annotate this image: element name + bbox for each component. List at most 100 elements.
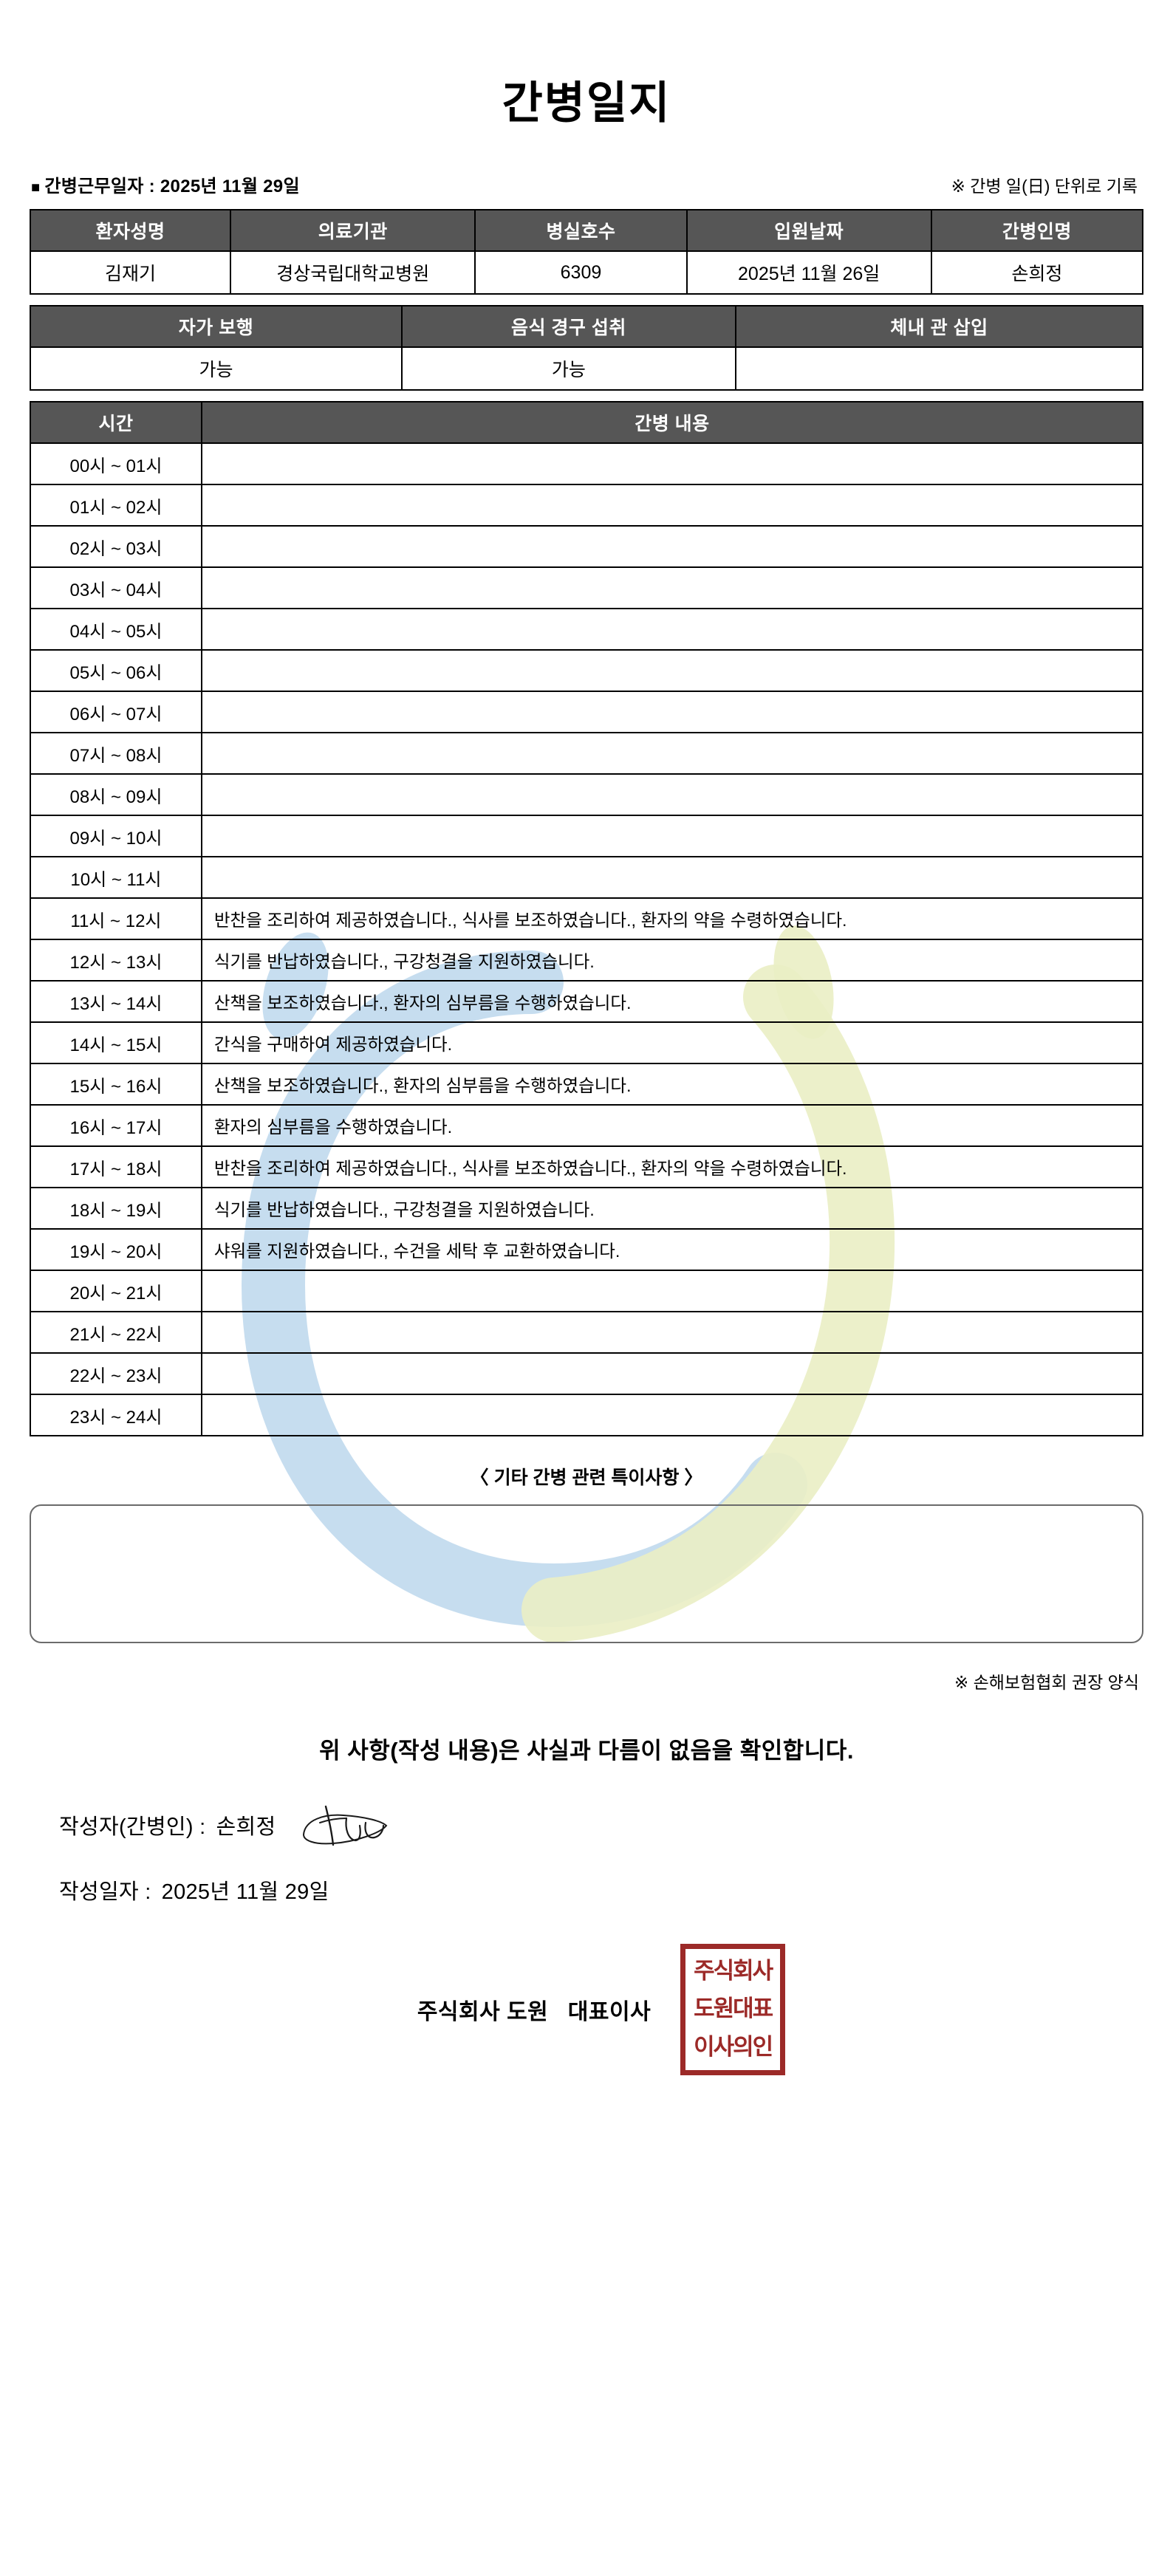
table-row: 13시 ~ 14시 산책을 보조하였습니다., 환자의 심부름을 수행하였습니다. [30,980,1144,1023]
status-value-cell: 가능 [401,346,736,391]
remarks-box[interactable] [30,1504,1143,1643]
log-time-cell: 03시 ~ 04시 [30,566,202,609]
log-time-cell: 07시 ~ 08시 [30,732,202,775]
table-row: 02시 ~ 03시 [30,525,1144,568]
log-time-cell: 05시 ~ 06시 [30,649,202,692]
log-content-cell[interactable] [200,442,1144,485]
log-content-cell[interactable] [200,1394,1144,1436]
log-time-cell: 06시 ~ 07시 [30,691,202,733]
work-date-label: 간병근무일자 : [44,177,155,196]
log-time-cell: 19시 ~ 20시 [30,1228,202,1271]
log-content-cell[interactable]: 산책을 보조하였습니다., 환자의 심부름을 수행하였습니다. [200,980,1144,1023]
table-row: 19시 ~ 20시 샤워를 지원하였습니다., 수건을 세탁 후 교환하였습니다. [30,1228,1144,1271]
log-content-cell[interactable] [200,691,1144,733]
log-content-cell[interactable] [200,773,1144,816]
form-note: ※ 손해보험협회 권장 양식 [954,1673,1139,1692]
company-row: 주식회사 도원 대표이사 주식회사 도원대표 이사의인 [30,1944,1143,2075]
seal-line: 주식회사 [694,1958,773,1985]
author-row: 작성자(간병인) : 손희정 [59,1801,1143,1849]
meta-row: ■ 간병근무일자 : 2025년 11월 29일 ※ 간병 일(日) 단위로 기록 [30,171,1143,197]
log-time-cell: 23시 ~ 24시 [30,1394,202,1436]
handwritten-signature-icon [295,1801,391,1849]
log-time-cell: 20시 ~ 21시 [30,1270,202,1312]
log-time-cell: 22시 ~ 23시 [30,1352,202,1395]
log-content-cell[interactable]: 간식을 구매하여 제공하였습니다. [200,1021,1144,1064]
status-header-cell: 체내 관 삽입 [734,305,1144,348]
log-content-cell[interactable]: 식기를 반납하였습니다., 구강청결을 지원하였습니다. [200,1187,1144,1230]
company-name: 주식회사 도원 대표이사 [417,2000,652,2024]
status-header-row: 자가 보행 음식 경구 섭취 체내 관 삽입 [30,305,1144,348]
table-row: 08시 ~ 09시 [30,773,1144,816]
log-time-cell: 08시 ~ 09시 [30,773,202,816]
log-content-cell[interactable] [200,732,1144,775]
table-row: 18시 ~ 19시 식기를 반납하였습니다., 구강청결을 지원하였습니다. [30,1187,1144,1230]
info-header-row: 환자성명 의료기관 병실호수 입원날짜 간병인명 [29,209,1144,252]
table-row: 04시 ~ 05시 [30,608,1144,651]
write-date-row: 작성일자 : 2025년 11월 29일 [59,1874,1143,1905]
patient-info-table: 환자성명 의료기관 병실호수 입원날짜 간병인명 김재기 경상국립대학교병원 6… [29,209,1144,295]
log-content-cell[interactable]: 산책을 보조하였습니다., 환자의 심부름을 수행하였습니다. [200,1063,1144,1106]
log-time-cell: 17시 ~ 18시 [30,1145,202,1188]
log-content-cell[interactable]: 식기를 반납하였습니다., 구강청결을 지원하였습니다. [200,939,1144,982]
remarks-title: 〈 기타 간병 관련 특이사항 〉 [470,1467,703,1488]
status-value-cell: 가능 [30,346,403,391]
table-row: 00시 ~ 01시 [30,442,1144,485]
table-row: 03시 ~ 04시 [30,566,1144,609]
table-row: 17시 ~ 18시 반찬을 조리하여 제공하였습니다., 식사를 보조하였습니다.… [30,1145,1144,1188]
table-row: 11시 ~ 12시 반찬을 조리하여 제공하였습니다., 식사를 보조하였습니다.… [30,897,1144,940]
log-content-cell[interactable] [200,566,1144,609]
table-row: 김재기 경상국립대학교병원 6309 2025년 11월 26일 손희정 [29,250,1144,295]
log-time-cell: 10시 ~ 11시 [30,856,202,899]
log-content-cell[interactable] [200,649,1144,692]
log-time-cell: 04시 ~ 05시 [30,608,202,651]
status-header-cell: 자가 보행 [30,305,403,348]
log-content-cell[interactable] [200,815,1144,857]
log-time-cell: 21시 ~ 22시 [30,1311,202,1354]
log-content-cell[interactable]: 반찬을 조리하여 제공하였습니다., 식사를 보조하였습니다., 환자의 약을 … [200,1145,1144,1188]
info-header-cell: 입원날짜 [685,209,932,252]
info-header-cell: 환자성명 [29,209,232,252]
bullet-icon: ■ [31,179,41,196]
table-row: 12시 ~ 13시 식기를 반납하였습니다., 구강청결을 지원하였습니다. [30,939,1144,982]
log-content-cell[interactable] [200,608,1144,651]
write-date-value: 2025년 11월 29일 [161,1880,329,1904]
seal-line: 도원대표 [694,1996,773,2023]
log-time-cell: 16시 ~ 17시 [30,1104,202,1147]
log-time-cell: 09시 ~ 10시 [30,815,202,857]
write-date-label: 작성일자 : [59,1880,151,1904]
info-value-cell: 김재기 [29,250,232,295]
work-date-value: 2025년 11월 29일 [160,177,300,196]
status-value-cell [734,346,1144,391]
table-row: 09시 ~ 10시 [30,815,1144,857]
log-header-row: 시간 간병 내용 [30,401,1144,444]
table-row: 14시 ~ 15시 간식을 구매하여 제공하였습니다. [30,1021,1144,1064]
log-time-cell: 02시 ~ 03시 [30,525,202,568]
log-header-content: 간병 내용 [200,401,1144,444]
log-content-cell[interactable] [200,856,1144,899]
hourly-care-log-table: 시간 간병 내용 00시 ~ 01시 01시 ~ 02시 02시 ~ 03시 03시 … [30,401,1144,1436]
log-content-cell[interactable]: 샤워를 지원하였습니다., 수건을 세탁 후 교환하였습니다. [200,1228,1144,1271]
log-content-cell[interactable] [200,525,1144,568]
author-value: 손희정 [216,1815,276,1839]
log-time-cell: 11시 ~ 12시 [30,897,202,940]
log-content-cell[interactable] [200,1352,1144,1395]
info-header-cell: 병실호수 [474,209,688,252]
log-content-cell[interactable]: 환자의 심부름을 수행하였습니다. [200,1104,1144,1147]
table-row: 20시 ~ 21시 [30,1270,1144,1312]
log-content-cell[interactable] [200,484,1144,527]
info-value-cell: 2025년 11월 26일 [685,250,932,295]
log-content-cell[interactable]: 반찬을 조리하여 제공하였습니다., 식사를 보조하였습니다., 환자의 약을 … [200,897,1144,940]
table-row: 05시 ~ 06시 [30,649,1144,692]
log-time-cell: 01시 ~ 02시 [30,484,202,527]
seal-line: 이사의인 [694,2033,773,2061]
table-row: 23시 ~ 24시 [30,1394,1144,1436]
log-time-cell: 13시 ~ 14시 [30,980,202,1023]
log-content-cell[interactable] [200,1270,1144,1312]
log-time-cell: 12시 ~ 13시 [30,939,202,982]
log-content-cell[interactable] [200,1311,1144,1354]
info-header-cell: 의료기관 [230,209,476,252]
log-time-cell: 00시 ~ 01시 [30,442,202,485]
info-value-cell: 6309 [474,250,688,295]
info-header-cell: 간병인명 [930,209,1144,252]
